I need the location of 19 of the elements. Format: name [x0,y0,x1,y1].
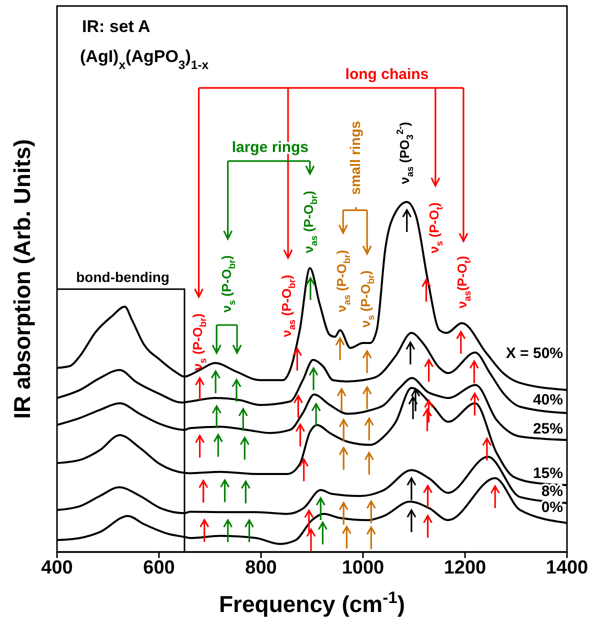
x-tick-label: 600 [143,557,175,578]
x-tick-label: 1000 [342,557,384,578]
text: small rings [346,120,363,195]
x-tick-label: 1400 [546,557,588,578]
x-tick-label: 800 [245,557,277,578]
series-label: 8% [541,482,563,500]
series-label: X = 50% [506,344,563,362]
chart-subtitle: (AgI)$_{x}$(AgPO$_{3}$)$_{1-x}$ [80,47,209,72]
y-axis-title: IR absorption (Arb. Units) [9,139,35,419]
series-label: 0% [541,498,563,516]
x-tick-label: 400 [41,557,73,578]
chart-title: IR: set A [82,17,150,36]
series-label: 15% [532,464,563,482]
x-axis-title: Frequency (cm$^{-1}$) [219,588,405,617]
text: long chains [345,66,429,83]
annotation: bond-bending [76,268,170,285]
x-tick-label: 1200 [444,557,486,578]
series-label: 40% [532,391,563,408]
series-label: 25% [532,420,563,438]
